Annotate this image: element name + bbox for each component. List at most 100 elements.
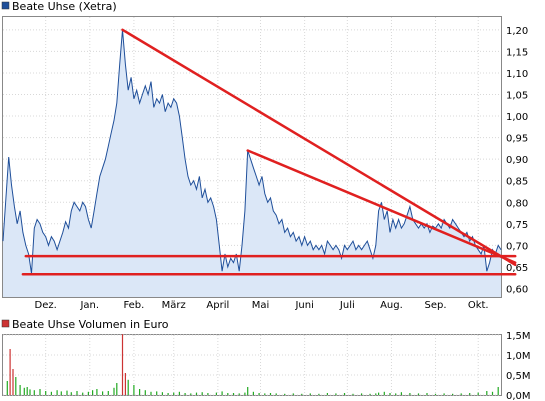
volume-bar — [107, 391, 109, 395]
volume-bar — [238, 393, 240, 395]
trendline-0 — [121, 28, 517, 267]
volume-bar — [144, 390, 146, 395]
volume-bar — [201, 392, 203, 395]
volume-bar — [33, 390, 35, 395]
volume-bar — [352, 393, 354, 395]
volume-legend-label: Beate Uhse Volumen in Euro — [12, 318, 169, 331]
price-line — [2, 29, 502, 274]
trendline-1 — [246, 149, 517, 264]
month-tick-label: Feb. — [123, 300, 144, 311]
volume-bar — [45, 391, 47, 395]
volume-bar — [244, 392, 246, 395]
month-tick-label: Jan. — [79, 300, 99, 311]
volume-bar — [252, 391, 254, 395]
volume-bar — [378, 392, 380, 395]
volume-bar — [434, 393, 437, 395]
price-y-tick-label: 0,90 — [506, 155, 528, 166]
volume-bars — [6, 334, 499, 395]
price-legend-swatch — [1, 1, 10, 10]
volume-bar — [190, 393, 192, 395]
volume-bar — [161, 392, 163, 395]
volume-bar — [178, 391, 180, 395]
volume-bar — [102, 391, 104, 395]
volume-bar — [6, 381, 8, 395]
volume-bar — [56, 390, 58, 395]
volume-bar — [469, 393, 471, 395]
volume-y-tick-label: 0,0M — [506, 391, 531, 401]
volume-bar — [173, 392, 175, 395]
volume-bar — [258, 393, 260, 395]
month-tick-label: Juli — [339, 300, 355, 311]
volume-bar — [184, 393, 186, 395]
volume-bar — [452, 393, 454, 395]
volume-bar — [12, 369, 14, 395]
volume-bar — [113, 387, 115, 395]
volume-bar — [227, 393, 229, 395]
volume-panel: Beate Uhse Volumen in Euro 0,0M 0,5M 1,0M 1… — [1, 318, 531, 401]
volume-bar — [318, 393, 320, 395]
volume-bar — [426, 393, 428, 395]
volume-bar — [443, 393, 445, 395]
month-tick-label: Sep. — [425, 300, 447, 311]
month-tick-label: Dez. — [35, 300, 57, 311]
price-y-tick-label: 0,75 — [506, 220, 528, 231]
volume-bar — [207, 393, 209, 395]
volume-bar — [23, 387, 25, 395]
volume-bar — [309, 393, 311, 395]
volume-gridlines — [3, 334, 501, 396]
volume-bar — [383, 391, 385, 395]
volume-legend-swatch — [1, 319, 10, 328]
volume-bar — [26, 387, 28, 395]
volume-bar — [70, 392, 72, 395]
volume-bar — [284, 393, 286, 395]
month-x-axis: Dez. Jan. Feb. März April Mai Juni Juli Aug. Sep.… — [35, 300, 489, 311]
volume-bar — [417, 393, 420, 395]
month-tick-label: März — [162, 300, 186, 311]
volume-bar — [195, 392, 198, 395]
volume-bar — [127, 379, 129, 395]
price-y-tick-label: 0,70 — [506, 241, 528, 252]
volume-bar — [29, 389, 31, 395]
volume-bar — [82, 392, 84, 395]
month-tick-label: Mai — [252, 300, 270, 311]
volume-bar — [87, 391, 89, 395]
volume-bar — [292, 393, 294, 395]
volume-bar — [247, 387, 249, 395]
volume-bar — [486, 391, 488, 395]
volume-bar — [497, 387, 499, 395]
volume-bar — [167, 393, 169, 395]
volume-bar — [121, 334, 124, 395]
price-legend-label: Beate Uhse (Xetra) — [12, 0, 117, 13]
volume-bar — [232, 393, 235, 395]
volume-bar — [19, 385, 21, 395]
volume-bar — [92, 390, 94, 395]
volume-bar — [221, 391, 223, 395]
price-plot-frame — [2, 16, 502, 298]
volume-bar — [60, 391, 62, 395]
volume-bar — [400, 392, 402, 395]
volume-bar — [39, 389, 41, 395]
volume-bar — [150, 391, 152, 395]
volume-bar — [369, 393, 371, 395]
volume-bar — [409, 393, 411, 395]
month-tick-label: April — [206, 300, 229, 311]
month-tick-label: Juni — [294, 300, 313, 311]
volume-bar — [301, 393, 303, 395]
volume-bar — [389, 393, 391, 395]
volume-bar — [460, 393, 462, 395]
volume-bar — [50, 391, 52, 395]
volume-y-axis: 0,0M 0,5M 1,0M 1,5M — [506, 331, 531, 401]
volume-bar — [96, 389, 98, 395]
volume-bar — [76, 391, 78, 395]
volume-bar — [215, 392, 217, 395]
trendlines — [21, 28, 517, 276]
volume-bar — [395, 393, 397, 395]
volume-bar — [66, 390, 68, 395]
volume-bar — [9, 349, 11, 395]
price-y-tick-label: 1,10 — [506, 69, 528, 80]
volume-y-tick-label: 0,5M — [506, 371, 531, 382]
volume-y-tick-label: 1,5M — [506, 331, 531, 342]
price-y-tick-label: 1,20 — [506, 26, 528, 37]
price-y-tick-label: 0,95 — [506, 134, 528, 145]
